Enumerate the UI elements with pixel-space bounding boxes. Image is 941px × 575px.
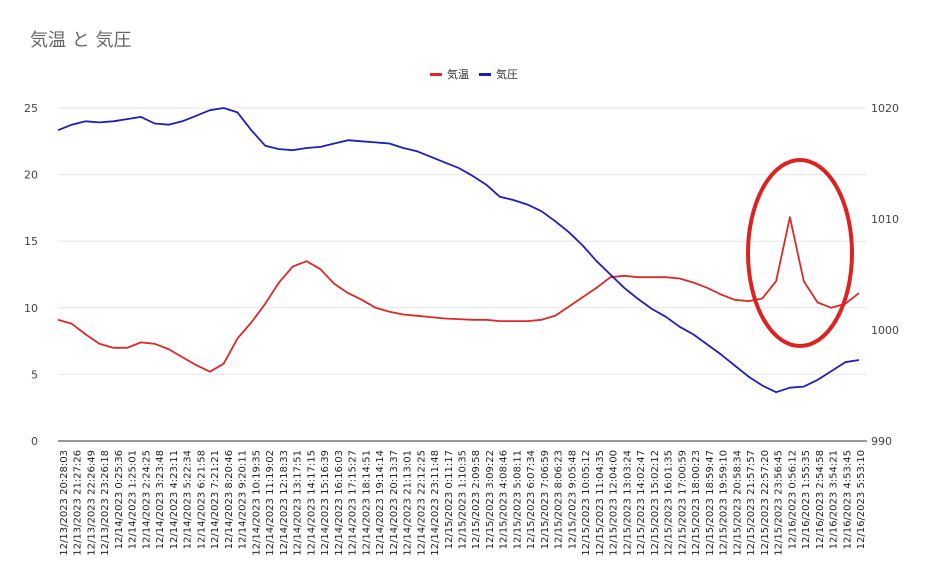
- x-tick-label: 12/15/2023 12:04:00: [609, 450, 620, 556]
- x-tick-label: 12/14/2023 8:20:46: [224, 450, 235, 549]
- x-tick-label: 12/15/2023 4:08:46: [499, 450, 510, 549]
- x-tick-label: 12/15/2023 10:05:12: [581, 450, 592, 556]
- x-tick-label: 12/14/2023 22:12:25: [416, 450, 427, 556]
- x-tick-label: 12/13/2023 20:28:03: [59, 450, 70, 556]
- x-tick-label: 12/14/2023 23:11:48: [430, 450, 441, 556]
- x-tick-label: 12/15/2023 9:05:48: [567, 450, 578, 549]
- x-tick-label: 12/14/2023 11:19:02: [265, 450, 276, 556]
- y-left-tick-label: 0: [31, 435, 38, 448]
- x-tick-label: 12/13/2023 22:26:49: [86, 450, 97, 556]
- x-tick-label: 12/14/2023 19:14:14: [375, 450, 386, 556]
- x-tick-label: 12/14/2023 16:16:03: [334, 450, 345, 556]
- x-tick-label: 12/16/2023 3:54:21: [829, 450, 840, 549]
- x-tick-label: 12/14/2023 2:24:25: [141, 450, 152, 549]
- x-tick-label: 12/15/2023 6:07:34: [526, 450, 537, 549]
- x-tick-label: 12/15/2023 2:09:58: [471, 450, 482, 549]
- x-tick-label: 12/15/2023 15:02:12: [650, 450, 661, 556]
- x-tick-label: 12/13/2023 23:26:18: [100, 450, 111, 556]
- x-tick-label: 12/15/2023 8:06:23: [554, 450, 565, 549]
- chart-title: 気温 と 気圧: [30, 30, 132, 51]
- legend-label-temperature: 気温: [447, 68, 469, 81]
- x-tick-label: 12/15/2023 11:04:35: [595, 450, 606, 556]
- legend-swatch-pressure: [479, 72, 491, 76]
- x-tick-label: 12/15/2023 23:56:45: [774, 450, 785, 556]
- legend: 気温 気圧: [430, 66, 518, 82]
- x-tick-label: 12/14/2023 1:25:01: [128, 450, 139, 549]
- x-tick-label: 12/16/2023 1:55:35: [801, 450, 812, 549]
- x-tick-label: 12/14/2023 3:23:48: [155, 450, 166, 549]
- x-tick-label: 12/16/2023 0:56:12: [787, 450, 798, 549]
- x-tick-label: 12/14/2023 14:17:15: [306, 450, 317, 556]
- x-tick-label: 12/14/2023 4:23:11: [169, 450, 180, 549]
- x-tick-label: 12/14/2023 9:20:11: [238, 450, 249, 549]
- x-tick-label: 12/14/2023 10:19:35: [251, 450, 262, 556]
- x-tick-label: 12/14/2023 17:15:27: [348, 450, 359, 556]
- y-right-tick-label: 1000: [871, 324, 899, 337]
- annotation-ellipse: [746, 158, 854, 348]
- x-tick-label: 12/15/2023 19:59:10: [719, 450, 730, 556]
- x-tick-label: 12/15/2023 7:06:59: [540, 450, 551, 549]
- y-left-tick-label: 15: [24, 235, 38, 248]
- y-right-tick-label: 1010: [871, 213, 899, 226]
- x-tick-label: 12/15/2023 1:10:35: [458, 450, 469, 549]
- x-tick-label: 12/15/2023 18:00:23: [691, 450, 702, 556]
- x-tick-label: 12/15/2023 22:57:20: [760, 450, 771, 556]
- x-tick-label: 12/14/2023 5:22:34: [183, 450, 194, 549]
- legend-item-temperature[interactable]: 気温: [430, 66, 469, 82]
- y-left-tick-label: 25: [24, 102, 38, 115]
- x-tick-label: 12/16/2023 2:54:58: [815, 450, 826, 549]
- legend-swatch-temperature: [430, 72, 442, 76]
- x-tick-label: 12/15/2023 13:03:24: [622, 450, 633, 556]
- x-tick-label: 12/14/2023 18:14:51: [361, 450, 372, 556]
- x-tick-label: 12/15/2023 5:08:11: [512, 450, 523, 549]
- x-tick-label: 12/14/2023 6:21:58: [196, 450, 207, 549]
- x-tick-label: 12/15/2023 14:02:47: [636, 450, 647, 556]
- temperature-line: [57, 216, 860, 373]
- x-tick-label: 12/15/2023 3:09:22: [485, 450, 496, 549]
- x-tick-label: 12/14/2023 21:13:01: [403, 450, 414, 556]
- x-tick-label: 12/14/2023 12:18:33: [279, 450, 290, 556]
- x-tick-label: 12/15/2023 17:00:59: [677, 450, 688, 556]
- x-tick-label: 12/15/2023 20:58:34: [732, 450, 743, 556]
- legend-label-pressure: 気圧: [496, 68, 518, 81]
- x-tick-label: 12/16/2023 5:53:10: [856, 450, 867, 549]
- x-tick-label: 12/14/2023 0:25:36: [114, 450, 125, 549]
- y-left-tick-label: 20: [24, 169, 38, 182]
- y-left-tick-label: 5: [31, 368, 38, 381]
- y-left-tick-label: 10: [24, 302, 38, 315]
- x-tick-label: 12/14/2023 7:21:21: [210, 450, 221, 549]
- x-tick-label: 12/16/2023 4:53:45: [842, 450, 853, 549]
- x-tick-label: 12/15/2023 21:57:57: [746, 450, 757, 556]
- x-tick-label: 12/14/2023 13:17:51: [293, 450, 304, 556]
- x-tick-label: 12/15/2023 0:11:17: [444, 450, 455, 549]
- y-right-tick-label: 1020: [871, 102, 899, 115]
- x-tick-label: 12/13/2023 21:27:26: [73, 450, 84, 556]
- legend-item-pressure[interactable]: 気圧: [479, 66, 518, 82]
- x-tick-label: 12/15/2023 16:01:35: [664, 450, 675, 556]
- x-tick-label: 12/14/2023 15:16:39: [320, 450, 331, 556]
- x-tick-label: 12/14/2023 20:13:37: [389, 450, 400, 556]
- y-right-tick-label: 990: [871, 435, 892, 448]
- x-tick-label: 12/15/2023 18:59:47: [705, 450, 716, 556]
- pressure-line: [57, 107, 860, 394]
